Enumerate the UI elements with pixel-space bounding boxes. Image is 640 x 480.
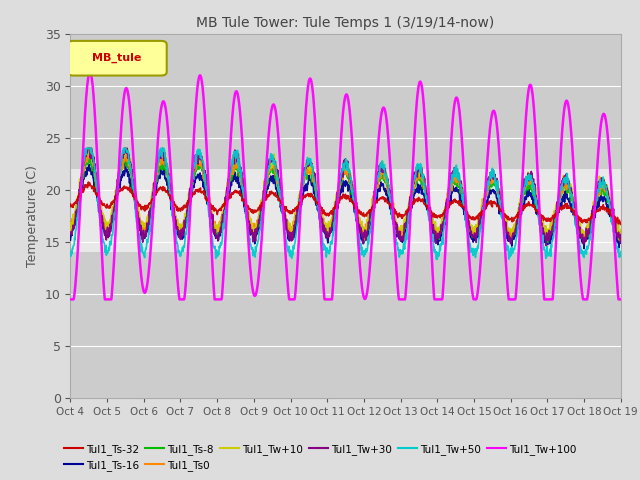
FancyBboxPatch shape xyxy=(68,41,166,75)
Title: MB Tule Tower: Tule Temps 1 (3/19/14-now): MB Tule Tower: Tule Temps 1 (3/19/14-now… xyxy=(196,16,495,30)
Legend: Tul1_Ts-32, Tul1_Ts-16, Tul1_Ts-8, Tul1_Ts0, Tul1_Tw+10, Tul1_Tw+30, Tul1_Tw+50,: Tul1_Ts-32, Tul1_Ts-16, Tul1_Ts-8, Tul1_… xyxy=(60,439,580,475)
Text: MB_tule: MB_tule xyxy=(93,53,142,63)
Bar xyxy=(70,169,621,252)
Y-axis label: Temperature (C): Temperature (C) xyxy=(26,165,39,267)
